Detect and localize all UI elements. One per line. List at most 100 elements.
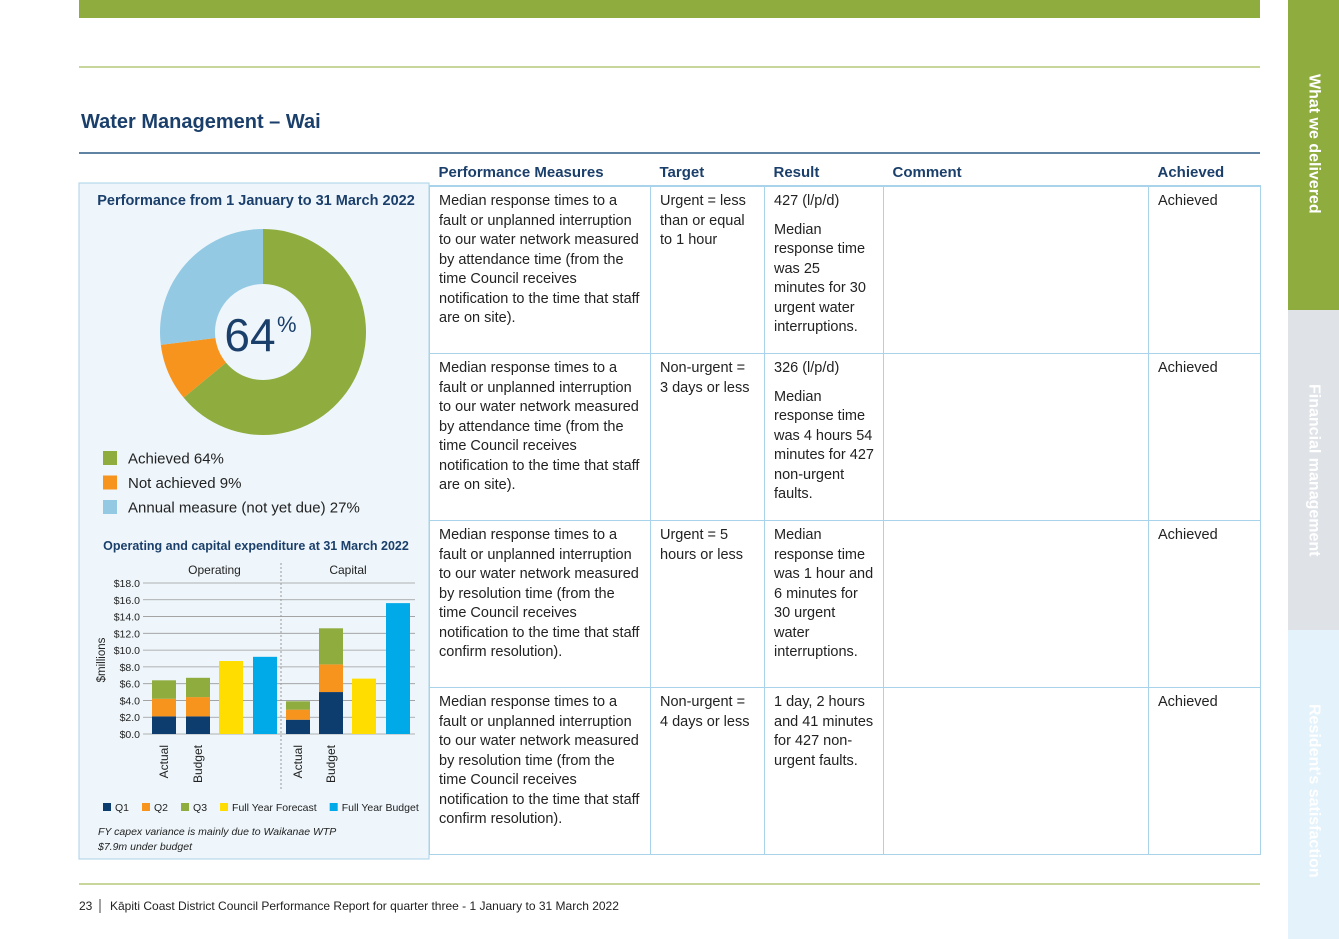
chart-title: Performance from 1 January to 31 March 2… bbox=[97, 193, 415, 209]
result-text: 1 day, 2 hours and 41 minutes for 427 no… bbox=[774, 694, 874, 769]
y-tick-label: $12.0 bbox=[114, 628, 140, 640]
x-tick-label: Actual bbox=[157, 745, 171, 778]
x-tick-label: Budget bbox=[324, 744, 338, 783]
chart-title: Operating and capital expenditure at 31 … bbox=[103, 539, 409, 553]
result-text: Median response time was 25 minutes for … bbox=[774, 221, 866, 336]
bar-segment bbox=[386, 603, 410, 734]
achieved-cell: Achieved bbox=[1148, 520, 1261, 688]
column-header: Comment bbox=[883, 153, 1149, 187]
y-axis-label: $millions bbox=[96, 637, 108, 682]
page-title: Water Management – Wai bbox=[81, 111, 321, 133]
bar-segment bbox=[186, 677, 210, 698]
page-number: 23 bbox=[79, 899, 93, 913]
legend-label: Q2 bbox=[154, 802, 168, 814]
bar-segment bbox=[152, 698, 176, 717]
target-cell: Urgent = less than or equal to 1 hour bbox=[650, 185, 765, 354]
result-text: 326 (l/p/d) bbox=[774, 360, 840, 376]
legend-swatch bbox=[220, 803, 229, 811]
group-label: Capital bbox=[329, 563, 366, 577]
bar-segment bbox=[152, 716, 176, 734]
bar-segment bbox=[286, 719, 310, 734]
target-cell: Non-urgent = 3 days or less bbox=[650, 353, 765, 521]
bar-segment bbox=[186, 716, 210, 734]
result-cell: 1 day, 2 hours and 41 minutes for 427 no… bbox=[764, 687, 884, 855]
x-tick-label: Actual bbox=[291, 745, 305, 778]
legend-label: Not achieved 9% bbox=[128, 475, 241, 492]
column-header: Performance Measures bbox=[429, 153, 651, 187]
table-row: Median response times to a fault or unpl… bbox=[429, 185, 1261, 354]
bar-segment bbox=[219, 661, 243, 734]
comment-cell bbox=[883, 520, 1149, 688]
header-row: Performance Measures Target Result Comment A… bbox=[429, 153, 1261, 187]
measures-table: Performance Measures Target Result Comment A… bbox=[429, 153, 1261, 855]
legend-label: Q3 bbox=[193, 802, 207, 814]
legend-swatch bbox=[103, 803, 111, 811]
bar-segment bbox=[319, 692, 343, 734]
comment-cell bbox=[883, 687, 1149, 855]
column-header: Result bbox=[764, 153, 884, 187]
y-tick-label: $16.0 bbox=[114, 595, 140, 607]
bar-segment bbox=[253, 656, 277, 734]
bar-segment bbox=[186, 697, 210, 717]
bar-segment bbox=[319, 628, 343, 665]
center-unit: % bbox=[277, 312, 297, 337]
y-tick-label: $2.0 bbox=[120, 712, 141, 724]
bar-segment bbox=[286, 709, 310, 720]
legend-swatch bbox=[329, 803, 338, 811]
footer-text: Kāpiti Coast District Council Performanc… bbox=[110, 899, 619, 913]
legend-label: Full Year Forecast bbox=[232, 802, 317, 814]
top-bar bbox=[79, 0, 1260, 18]
result-cell: Median response time was 1 hour and 6 mi… bbox=[764, 520, 884, 688]
legend-swatch bbox=[103, 475, 117, 490]
y-tick-label: $6.0 bbox=[120, 679, 141, 691]
legend-swatch bbox=[103, 500, 117, 514]
side-tab[interactable]: Financial management bbox=[1288, 310, 1339, 630]
legend-label: Annual measure (not yet due) 27% bbox=[128, 500, 360, 517]
group-label: Operating bbox=[188, 563, 241, 577]
column-header: Achieved bbox=[1148, 153, 1261, 187]
y-tick-label: $10.0 bbox=[114, 645, 140, 657]
achieved-cell: Achieved bbox=[1148, 687, 1261, 855]
legend-swatch bbox=[142, 803, 151, 811]
bar-segment bbox=[319, 664, 343, 693]
donut-slice bbox=[159, 229, 263, 345]
achieved-cell: Achieved bbox=[1148, 353, 1261, 521]
legend-swatch bbox=[103, 451, 117, 465]
x-tick-label: Budget bbox=[191, 744, 205, 783]
measure-cell: Median response times to a fault or unpl… bbox=[429, 687, 651, 855]
comment-cell bbox=[883, 185, 1149, 354]
target-cell: Non-urgent = 4 days or less bbox=[650, 687, 765, 855]
table-row: Median response times to a fault or unpl… bbox=[429, 353, 1261, 521]
chart-panel bbox=[78, 182, 430, 860]
achieved-cell: Achieved bbox=[1148, 185, 1261, 354]
y-tick-label: $0.0 bbox=[120, 729, 141, 741]
y-tick-label: $8.0 bbox=[120, 662, 141, 674]
chart-note: $7.9m under budget bbox=[97, 841, 193, 853]
measure-cell: Median response times to a fault or unpl… bbox=[429, 185, 651, 354]
result-cell: 427 (l/p/d) Median response time was 25 m… bbox=[764, 185, 884, 354]
side-tab[interactable]: Resident's satisfaction bbox=[1288, 630, 1339, 939]
target-cell: Urgent = 5 hours or less bbox=[650, 520, 765, 688]
chart-note: FY capex variance is mainly due to Waika… bbox=[98, 826, 336, 838]
bar-segment bbox=[152, 680, 176, 699]
legend-label: Achieved 64% bbox=[128, 451, 224, 468]
column-header: Target bbox=[650, 153, 765, 187]
table-row: Median response times to a fault or unpl… bbox=[429, 520, 1261, 688]
y-tick-label: $18.0 bbox=[114, 578, 140, 590]
side-tab[interactable]: What we delivered bbox=[1288, 0, 1339, 310]
measure-cell: Median response times to a fault or unpl… bbox=[429, 520, 651, 688]
bar-segment bbox=[286, 701, 310, 710]
result-text: Median response time was 4 hours 54 minu… bbox=[774, 388, 874, 503]
legend-swatch bbox=[181, 803, 190, 811]
result-text: Median response time was 1 hour and 6 mi… bbox=[774, 527, 874, 660]
comment-cell bbox=[883, 353, 1149, 521]
y-tick-label: $4.0 bbox=[120, 695, 141, 707]
result-cell: 326 (l/p/d) Median response time was 4 ho… bbox=[764, 353, 884, 521]
bar-segment bbox=[352, 678, 376, 734]
donut-slice bbox=[160, 338, 227, 398]
legend-label: Full Year Budget bbox=[342, 802, 419, 814]
legend-label: Q1 bbox=[115, 802, 129, 814]
y-tick-label: $14.0 bbox=[114, 612, 140, 624]
